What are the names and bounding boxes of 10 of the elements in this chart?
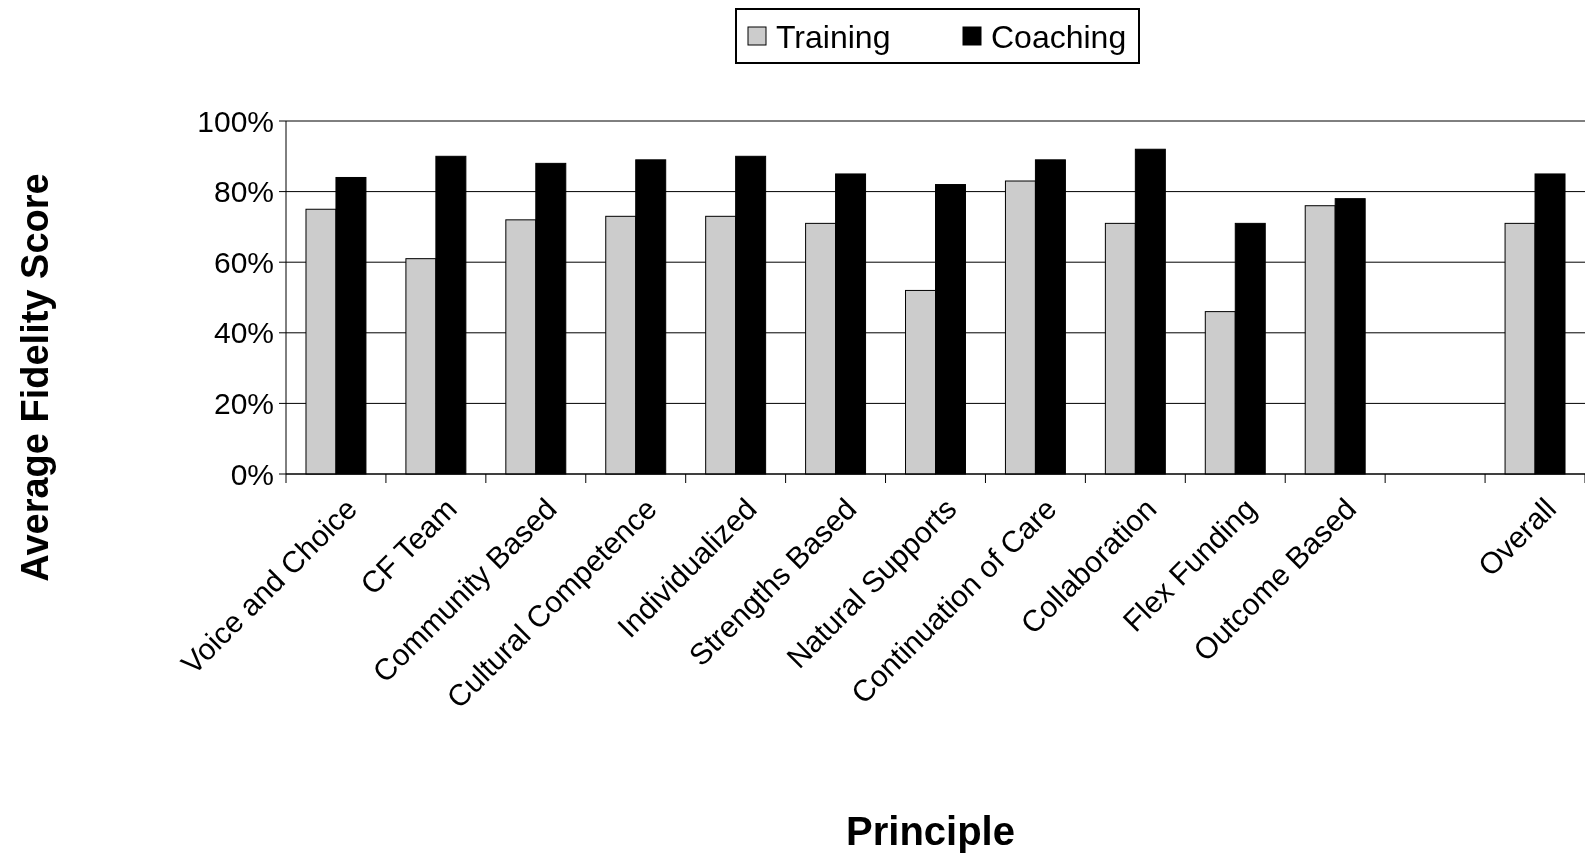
y-tick-label: 20% xyxy=(213,386,274,420)
legend-label: Training xyxy=(776,19,891,56)
y-tick-label: 40% xyxy=(213,316,274,350)
y-tick-label: 80% xyxy=(213,175,274,209)
x-axis-title: Principle xyxy=(846,809,1015,853)
y-tick-label: 60% xyxy=(213,245,274,279)
y-axis-title: Average Fidelity Score xyxy=(14,173,56,582)
y-tick-label: 0% xyxy=(230,457,274,491)
y-tick-label: 100% xyxy=(197,104,274,138)
legend-label: Coaching xyxy=(991,19,1127,56)
